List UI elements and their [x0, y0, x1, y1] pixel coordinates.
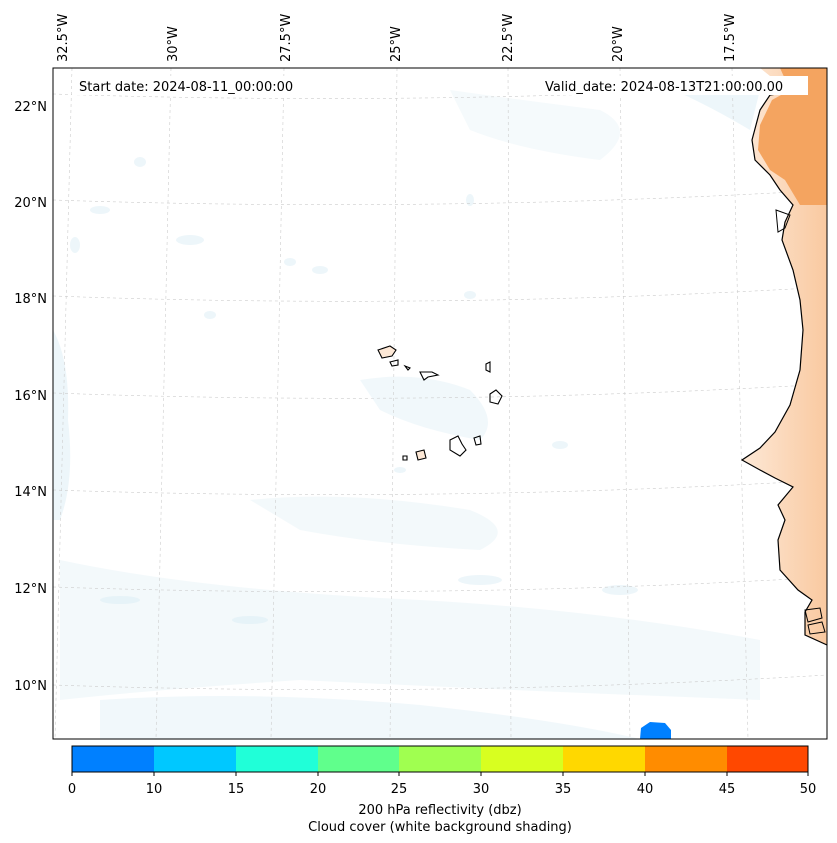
colorbar-tick: 50 [800, 782, 817, 797]
colorbar-segment [563, 746, 645, 772]
reflectivity-blob [640, 722, 671, 739]
colorbar-tick: 35 [555, 782, 572, 797]
lat-label: 18°N [14, 292, 47, 307]
colorbar-tick: 15 [228, 782, 245, 797]
colorbar-tick: 40 [637, 782, 654, 797]
colorbar-segment [236, 746, 318, 772]
sahara-shading [758, 68, 827, 205]
lat-label: 16°N [14, 389, 47, 404]
cape-verde-islands [377, 345, 503, 461]
colorbar-frame [71, 745, 809, 773]
cloud-cover-shading [53, 80, 760, 739]
colorbar-label: 200 hPa reflectivity (dbz) [358, 803, 521, 818]
colorbar-segment [72, 746, 154, 772]
coastline [740, 91, 827, 646]
colorbar-sublabel: Cloud cover (white background shading) [308, 820, 572, 835]
valid-date-box [538, 76, 808, 95]
map-frame [52, 67, 828, 740]
gridlines [53, 68, 827, 739]
colorbar-tick: 30 [473, 782, 490, 797]
start-date-text: Start date: 2024-08-11_00:00:00 [79, 80, 293, 95]
lat-label: 14°N [14, 485, 47, 500]
colorbar-tick: 0 [68, 782, 76, 797]
colorbar-segment [399, 746, 481, 772]
colorbar-segment [727, 746, 808, 772]
longitude-labels: 32.5°W 30°W 27.5°W 25°W 22.5°W 20°W 17.5… [56, 14, 738, 62]
lon-label: 32.5°W [56, 14, 71, 62]
colorbar-tick: 10 [146, 782, 163, 797]
lon-label: 27.5°W [279, 14, 294, 62]
lon-label: 20°W [611, 26, 626, 62]
colorbar: 0 10 15 20 25 30 35 40 45 50 200 hPa ref… [68, 745, 817, 835]
lon-label: 17.5°W [723, 14, 738, 62]
colorbar-segment [645, 746, 727, 772]
start-date-box [72, 76, 312, 95]
colorbar-segment [318, 746, 399, 772]
lat-label: 12°N [14, 582, 47, 597]
lon-label: 30°W [166, 26, 181, 62]
lon-label: 22.5°W [501, 14, 516, 62]
map-area [53, 68, 827, 739]
colorbar-segment [481, 746, 563, 772]
colorbar-tick: 45 [719, 782, 736, 797]
colorbar-segment [154, 746, 236, 772]
lat-label: 22°N [14, 100, 47, 115]
africa-landmass [742, 68, 827, 645]
valid-date-text: Valid_date: 2024-08-13T21:00:00.00 [545, 80, 783, 95]
colorbar-tick: 25 [391, 782, 408, 797]
colorbar-tick: 20 [310, 782, 327, 797]
latitude-labels: 22°N 20°N 18°N 16°N 14°N 12°N 10°N [14, 100, 47, 694]
lat-label: 20°N [14, 196, 47, 211]
lon-label: 25°W [389, 26, 404, 62]
lat-label: 10°N [14, 679, 47, 694]
